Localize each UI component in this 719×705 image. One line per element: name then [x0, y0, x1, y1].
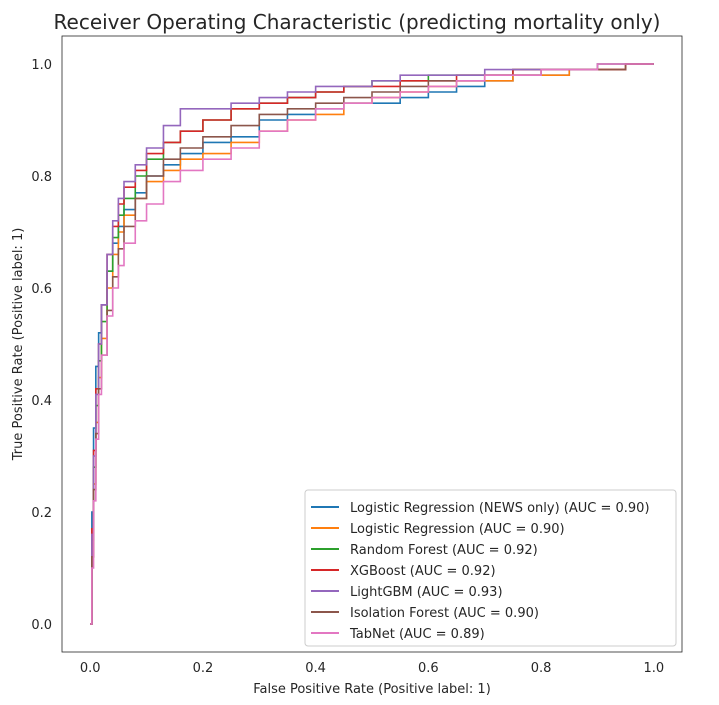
x-tick-label: 1.0 — [643, 661, 664, 676]
x-tick-label: 0.0 — [80, 661, 101, 676]
legend-entry-label: Isolation Forest (AUC = 0.90) — [350, 606, 539, 621]
chart-title: Receiver Operating Characteristic (predi… — [54, 10, 661, 34]
legend-entry-label: Logistic Regression (NEWS only) (AUC = 0… — [350, 501, 650, 516]
x-tick-label: 0.4 — [305, 661, 326, 676]
legend-box — [304, 489, 677, 647]
y-axis-label: True Positive Rate (Positive label: 1) — [11, 228, 26, 462]
x-tick-label: 0.2 — [193, 661, 214, 676]
y-tick-label: 0.0 — [31, 618, 52, 633]
y-tick-label: 0.8 — [31, 170, 52, 185]
x-tick-label: 0.6 — [418, 661, 439, 676]
x-axis-ticks: 0.0 0.2 0.4 0.6 0.8 1.0 — [80, 661, 664, 676]
x-axis-label: False Positive Rate (Positive label: 1) — [253, 682, 491, 697]
legend-entry-label: Logistic Regression (AUC = 0.90) — [350, 522, 565, 537]
roc-curve-line — [90, 63, 654, 625]
legend-entry-label: TabNet (AUC = 0.89) — [349, 627, 485, 642]
roc-curves — [90, 63, 654, 625]
legend-entry-label: XGBoost (AUC = 0.92) — [350, 564, 496, 579]
x-tick-label: 0.8 — [531, 661, 552, 676]
y-tick-label: 0.6 — [31, 282, 52, 297]
roc-curve-line — [90, 63, 654, 625]
y-axis-ticks: 0.0 0.2 0.4 0.6 0.8 1.0 — [31, 58, 52, 633]
y-tick-label: 0.2 — [31, 506, 52, 521]
y-tick-label: 1.0 — [31, 58, 52, 73]
y-tick-label: 0.4 — [31, 394, 52, 409]
legend: Logistic Regression (NEWS only) (AUC = 0… — [304, 489, 677, 647]
legend-entry-label: Random Forest (AUC = 0.92) — [350, 543, 538, 558]
legend-entry-label: LightGBM (AUC = 0.93) — [350, 585, 503, 600]
